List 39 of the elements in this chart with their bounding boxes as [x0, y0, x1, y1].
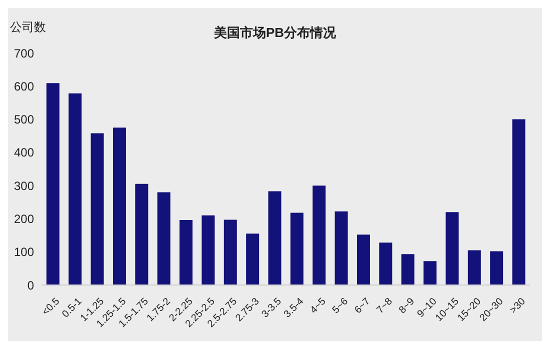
- x-tick-label: 7~8: [374, 296, 396, 316]
- y-axis-title: 公司数: [10, 19, 46, 36]
- x-tick-label: >30: [508, 296, 528, 316]
- x-tick-label: 6~7: [352, 296, 373, 316]
- y-tick-label: 100: [14, 245, 34, 260]
- bar: [446, 212, 459, 285]
- bar: [224, 220, 237, 285]
- bar: [46, 83, 60, 285]
- y-tick-label: 700: [14, 46, 34, 60]
- bar: [90, 133, 104, 285]
- bar: [290, 212, 304, 285]
- bar: [334, 211, 348, 285]
- bar: [202, 215, 215, 285]
- x-tick-label: 4~5: [308, 296, 329, 316]
- bar: [112, 128, 126, 285]
- bar: [68, 93, 82, 285]
- bar: [180, 220, 193, 285]
- bar: [135, 184, 148, 285]
- x-tick-label: 8~9: [397, 296, 418, 316]
- y-tick-label: 200: [14, 212, 34, 226]
- x-tick-label: <0.5: [40, 296, 62, 318]
- y-tick-label: 300: [14, 178, 34, 193]
- bar: [356, 234, 370, 285]
- bar: [468, 250, 481, 285]
- chart-title: 美国市场PB分布情况: [214, 25, 336, 40]
- bar: [157, 192, 170, 285]
- bar: [401, 254, 414, 285]
- bar: [268, 191, 282, 285]
- bar: [490, 251, 504, 285]
- bar: [512, 119, 526, 285]
- x-tick-label: 5~6: [330, 296, 351, 316]
- y-tick-label: 500: [14, 112, 34, 127]
- y-tick-label: 400: [14, 146, 34, 160]
- bar: [312, 186, 326, 285]
- y-tick-label: 0: [27, 278, 34, 292]
- bar: [424, 261, 437, 285]
- y-tick-label: 600: [14, 79, 34, 94]
- bar: [379, 242, 392, 285]
- bar: [246, 234, 260, 285]
